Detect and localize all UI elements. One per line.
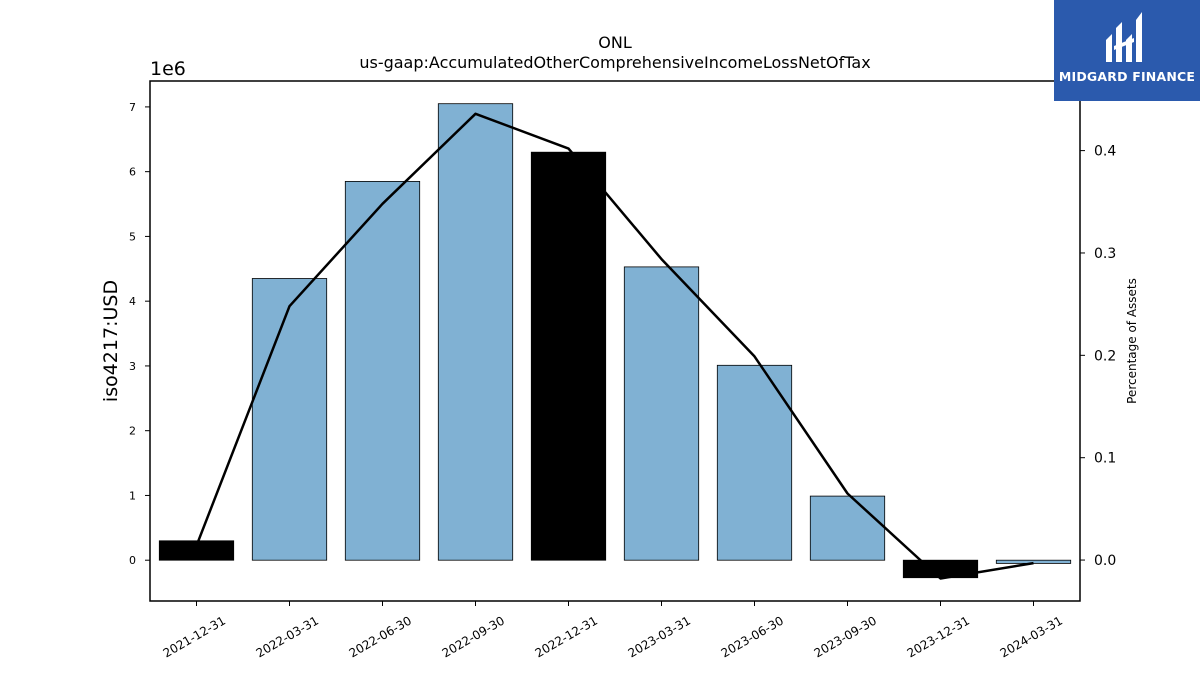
bar-2022-09-30 <box>437 103 514 561</box>
y-tick-label: 6 <box>129 166 136 179</box>
y-tick-label: 5 <box>129 230 136 243</box>
bar-2023-03-31 <box>623 266 700 561</box>
y2-axis-label: Percentage of Assets <box>1125 278 1139 404</box>
y-tick-label: 7 <box>129 101 136 114</box>
bar-2022-03-31 <box>251 278 328 561</box>
y-tick-label: 1 <box>129 489 136 502</box>
y2-tick-label: 0.0 <box>1094 553 1116 569</box>
x-tick-label: 2023-09-30 <box>812 613 879 660</box>
x-tick-label: 2023-03-31 <box>626 613 693 660</box>
y-scale-note: 1e6 <box>150 58 186 80</box>
x-tick-label: 2022-03-31 <box>254 613 321 660</box>
x-tick-label: 2024-03-31 <box>998 613 1065 660</box>
y2-tick-label: 0.4 <box>1094 144 1116 160</box>
x-tick-label: 2022-09-30 <box>440 613 507 660</box>
bar-2023-06-30 <box>716 364 793 561</box>
logo: MIDGARD FINANCE <box>1054 0 1200 101</box>
y-tick-label: 4 <box>129 295 136 308</box>
y2-tick-label: 0.1 <box>1094 451 1116 467</box>
bar-2023-09-30 <box>809 495 886 561</box>
x-tick-label: 2023-06-30 <box>719 613 786 660</box>
y2-tick-label: 0.3 <box>1094 246 1116 262</box>
bar-2022-06-30 <box>344 180 421 561</box>
y-tick-label: 3 <box>129 360 136 373</box>
x-tick-label: 2021-12-31 <box>161 613 228 660</box>
chart-title: ONL <box>598 33 632 52</box>
plot-frame <box>149 80 1081 602</box>
y-tick-label: 0 <box>129 554 136 567</box>
bar-2022-12-31 <box>530 151 607 561</box>
logo-text: MIDGARD FINANCE <box>1058 69 1196 84</box>
x-tick-label: 2022-12-31 <box>533 613 600 660</box>
chart-subtitle: us-gaap:AccumulatedOtherComprehensiveInc… <box>359 53 870 72</box>
x-tick-label: 2023-12-31 <box>905 613 972 660</box>
bar-2024-03-31 <box>995 559 1072 564</box>
midgard-logo-icon <box>1106 12 1142 62</box>
x-tick-label: 2022-06-30 <box>347 613 414 660</box>
y-axis-label: iso4217:USD <box>100 280 122 402</box>
y-tick-label: 2 <box>129 425 136 438</box>
bar-2021-12-31 <box>158 540 235 561</box>
y2-tick-label: 0.2 <box>1094 348 1116 364</box>
percentage-of-assets-line <box>195 112 1034 580</box>
